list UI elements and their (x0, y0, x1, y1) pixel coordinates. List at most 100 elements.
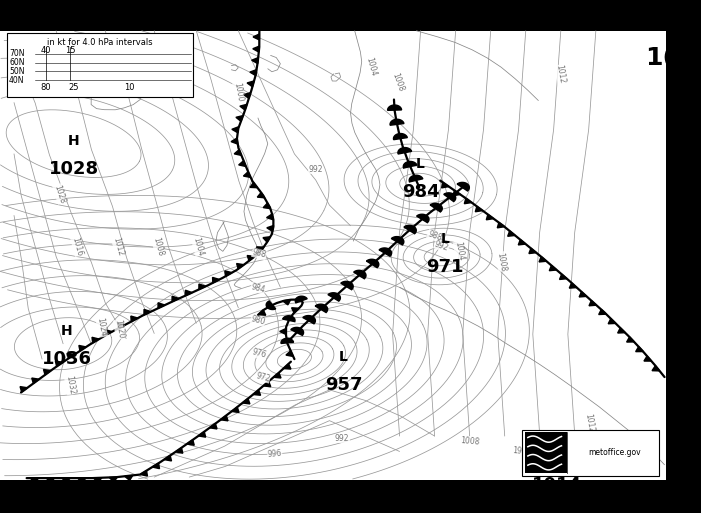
Polygon shape (253, 390, 261, 395)
Polygon shape (315, 304, 327, 312)
Polygon shape (398, 148, 411, 154)
Polygon shape (158, 303, 165, 308)
Polygon shape (79, 345, 86, 351)
Polygon shape (292, 308, 299, 313)
Polygon shape (185, 290, 192, 295)
Polygon shape (238, 161, 246, 167)
Bar (0, 31, 666, 480)
Polygon shape (240, 104, 247, 110)
Polygon shape (264, 382, 271, 387)
Text: 1028: 1028 (53, 184, 67, 204)
Polygon shape (379, 248, 392, 256)
Text: 40N: 40N (9, 75, 25, 85)
Polygon shape (258, 310, 266, 315)
Polygon shape (78, 478, 86, 483)
Polygon shape (283, 364, 291, 369)
Polygon shape (291, 327, 304, 336)
Text: 50N: 50N (9, 67, 25, 76)
Polygon shape (20, 387, 27, 392)
Polygon shape (253, 34, 259, 40)
Polygon shape (210, 424, 217, 429)
Text: 1912: 1912 (512, 446, 532, 457)
Text: 1000: 1000 (232, 82, 245, 103)
Polygon shape (652, 366, 660, 371)
Polygon shape (225, 271, 232, 277)
Text: 984: 984 (402, 183, 440, 202)
Polygon shape (131, 316, 138, 322)
Polygon shape (67, 353, 74, 359)
Text: 1012: 1012 (583, 413, 595, 433)
Polygon shape (266, 214, 273, 220)
Polygon shape (497, 223, 505, 228)
Polygon shape (62, 478, 70, 483)
Polygon shape (295, 296, 307, 303)
Polygon shape (475, 206, 483, 212)
Polygon shape (164, 456, 172, 461)
Polygon shape (486, 214, 494, 220)
Text: 1004: 1004 (453, 241, 465, 262)
Polygon shape (442, 183, 449, 188)
Polygon shape (391, 236, 404, 245)
Polygon shape (409, 175, 423, 182)
Polygon shape (250, 183, 257, 188)
Text: 1014: 1014 (532, 476, 583, 494)
Polygon shape (280, 328, 286, 334)
Polygon shape (250, 70, 257, 75)
Polygon shape (354, 270, 366, 279)
Polygon shape (46, 478, 55, 483)
Polygon shape (30, 478, 39, 483)
Polygon shape (286, 351, 293, 357)
Text: 1024: 1024 (95, 317, 108, 338)
Polygon shape (244, 93, 251, 98)
Polygon shape (109, 477, 118, 482)
Polygon shape (221, 416, 228, 421)
Polygon shape (341, 281, 353, 290)
Text: in kt for 4.0 hPa intervals: in kt for 4.0 hPa intervals (47, 38, 153, 48)
Text: 988: 988 (251, 248, 268, 260)
Polygon shape (212, 278, 219, 283)
Polygon shape (144, 309, 151, 315)
Polygon shape (172, 296, 179, 302)
Polygon shape (608, 319, 615, 324)
Polygon shape (388, 105, 402, 110)
Polygon shape (247, 81, 254, 87)
Polygon shape (264, 203, 271, 209)
Polygon shape (430, 203, 442, 212)
Polygon shape (627, 337, 634, 342)
Polygon shape (644, 356, 651, 361)
Polygon shape (257, 247, 264, 252)
Polygon shape (569, 283, 577, 288)
Text: 80: 80 (40, 83, 51, 92)
Polygon shape (539, 256, 547, 262)
Polygon shape (247, 255, 254, 261)
Text: 10: 10 (125, 83, 135, 92)
Polygon shape (198, 432, 205, 437)
Text: 976: 976 (251, 348, 268, 360)
Text: 992: 992 (335, 434, 349, 443)
Polygon shape (618, 328, 625, 333)
Polygon shape (559, 274, 567, 280)
Polygon shape (92, 337, 99, 343)
Polygon shape (303, 315, 315, 324)
Polygon shape (444, 193, 456, 202)
Text: 1012: 1012 (554, 64, 567, 85)
Polygon shape (508, 231, 515, 236)
Text: 1008: 1008 (151, 236, 165, 256)
Text: 957: 957 (325, 376, 362, 394)
Polygon shape (55, 361, 62, 366)
Polygon shape (367, 259, 379, 268)
Polygon shape (253, 46, 259, 52)
Text: 996: 996 (267, 449, 283, 459)
Text: 1008: 1008 (390, 71, 406, 93)
Polygon shape (140, 470, 147, 476)
Text: metoffice.gov: metoffice.gov (588, 448, 641, 458)
Text: 1028: 1028 (48, 160, 99, 179)
Polygon shape (187, 440, 194, 445)
Polygon shape (32, 378, 39, 383)
Polygon shape (416, 214, 429, 223)
Polygon shape (464, 199, 472, 204)
Text: 1032: 1032 (64, 374, 76, 395)
Polygon shape (243, 172, 251, 177)
Polygon shape (152, 463, 160, 469)
Bar (525, 432, 567, 473)
